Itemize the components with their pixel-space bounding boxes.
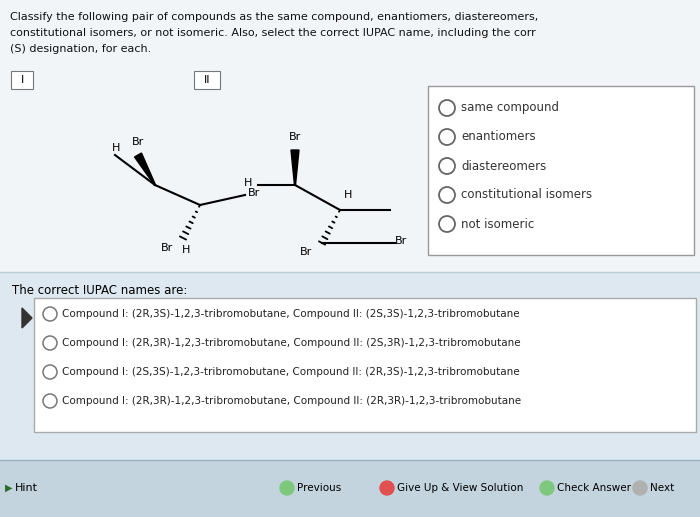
Circle shape (43, 394, 57, 408)
Text: same compound: same compound (461, 101, 559, 114)
Circle shape (43, 365, 57, 379)
Polygon shape (22, 308, 32, 328)
FancyBboxPatch shape (0, 272, 700, 472)
Circle shape (540, 481, 554, 495)
Text: I: I (20, 75, 24, 85)
Text: Br: Br (161, 243, 173, 253)
Text: enantiomers: enantiomers (461, 130, 536, 144)
Text: H: H (182, 245, 190, 255)
Text: Compound I: (2R,3R)-1,2,3-tribromobutane, Compound II: (2S,3R)-1,2,3-tribromobut: Compound I: (2R,3R)-1,2,3-tribromobutane… (62, 338, 521, 348)
Text: ▶: ▶ (5, 483, 13, 493)
FancyBboxPatch shape (34, 298, 696, 432)
Polygon shape (134, 153, 155, 185)
Circle shape (439, 129, 455, 145)
Circle shape (439, 158, 455, 174)
Circle shape (280, 481, 294, 495)
Text: Compound I: (2R,3S)-1,2,3-tribromobutane, Compound II: (2S,3S)-1,2,3-tribromobut: Compound I: (2R,3S)-1,2,3-tribromobutane… (62, 309, 519, 319)
Text: Br: Br (300, 247, 312, 257)
Text: constitutional isomers: constitutional isomers (461, 189, 592, 202)
Text: Previous: Previous (297, 483, 342, 493)
Text: Hint: Hint (15, 483, 38, 493)
Text: The correct IUPAC names are:: The correct IUPAC names are: (12, 284, 188, 297)
Circle shape (43, 336, 57, 350)
Text: Compound I: (2R,3R)-1,2,3-tribromobutane, Compound II: (2R,3R)-1,2,3-tribromobut: Compound I: (2R,3R)-1,2,3-tribromobutane… (62, 396, 521, 406)
Text: II: II (204, 75, 210, 85)
Text: Br: Br (248, 188, 260, 198)
Text: not isomeric: not isomeric (461, 218, 534, 231)
Text: Compound I: (2S,3S)-1,2,3-tribromobutane, Compound II: (2R,3S)-1,2,3-tribromobut: Compound I: (2S,3S)-1,2,3-tribromobutane… (62, 367, 519, 377)
FancyBboxPatch shape (0, 460, 700, 517)
Text: Next: Next (650, 483, 674, 493)
FancyBboxPatch shape (11, 71, 33, 89)
Text: constitutional isomers, or not isomeric. Also, select the correct IUPAC name, in: constitutional isomers, or not isomeric.… (10, 28, 536, 38)
Circle shape (380, 481, 394, 495)
Text: Give Up & View Solution: Give Up & View Solution (397, 483, 524, 493)
Text: H: H (111, 143, 120, 153)
Circle shape (439, 100, 455, 116)
Text: H: H (244, 178, 252, 188)
Text: Br: Br (395, 236, 407, 246)
Text: H: H (344, 190, 352, 200)
Text: Classify the following pair of compounds as the same compound, enantiomers, dias: Classify the following pair of compounds… (10, 12, 538, 22)
Circle shape (633, 481, 647, 495)
Text: (S) designation, for each.: (S) designation, for each. (10, 44, 151, 54)
Text: Br: Br (289, 132, 301, 142)
Text: Check Answer: Check Answer (557, 483, 631, 493)
Circle shape (43, 307, 57, 321)
Text: Br: Br (132, 137, 144, 147)
FancyBboxPatch shape (194, 71, 220, 89)
Circle shape (439, 216, 455, 232)
FancyBboxPatch shape (428, 86, 694, 255)
Polygon shape (291, 150, 299, 185)
Text: diastereomers: diastereomers (461, 160, 546, 173)
Circle shape (439, 187, 455, 203)
